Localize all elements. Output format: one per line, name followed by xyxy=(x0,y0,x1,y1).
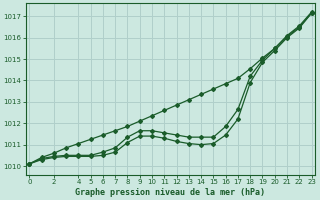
X-axis label: Graphe pression niveau de la mer (hPa): Graphe pression niveau de la mer (hPa) xyxy=(76,188,266,197)
